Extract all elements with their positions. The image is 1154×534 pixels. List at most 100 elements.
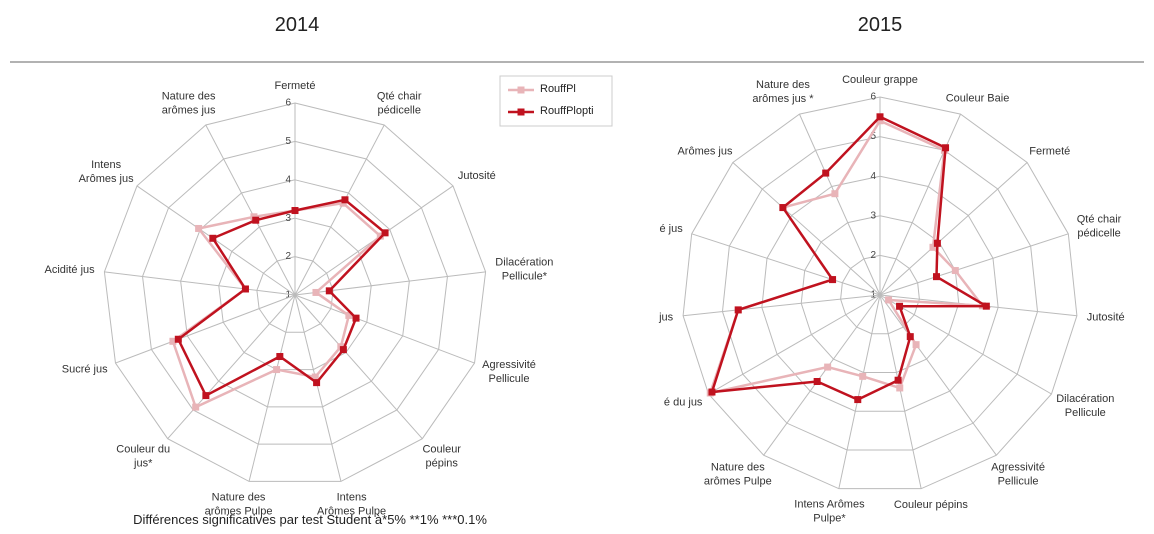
spoke: [691, 233, 881, 296]
grid-ring: [721, 136, 1039, 451]
r-tick-label: 1: [870, 290, 876, 301]
spoke: [294, 294, 475, 364]
marker: [291, 207, 299, 215]
r-tick-label: 1: [285, 290, 291, 301]
legend-label: RouffPlopti: [540, 105, 594, 117]
r-tick-label: 5: [870, 131, 876, 142]
spoke: [115, 294, 296, 364]
marker: [859, 372, 867, 380]
r-tick-label: 6: [285, 98, 291, 109]
axis-label: Intens Arômes Pulpe*: [794, 499, 865, 526]
r-tick-label: 2: [870, 250, 876, 261]
marker: [831, 190, 839, 198]
axis-label: Nature des arômes Pulpe: [204, 491, 273, 518]
spoke: [294, 294, 423, 440]
series-line: [708, 119, 986, 395]
grid-ring: [761, 175, 999, 412]
marker: [311, 373, 319, 381]
spoke: [879, 162, 1028, 296]
grid-ring: [800, 215, 960, 373]
axis-label: é du jus: [663, 396, 703, 409]
axis-label: Dilacération Pellicule: [1056, 393, 1115, 419]
series-line: [176, 198, 387, 398]
marker: [813, 378, 821, 386]
r-tick-label: 3: [870, 210, 876, 221]
legend-marker: [517, 108, 525, 116]
marker: [933, 239, 941, 247]
marker: [345, 311, 353, 319]
chart-title: 2015: [857, 14, 903, 36]
spoke: [879, 294, 997, 456]
spoke: [879, 294, 922, 489]
axis-label: Nature des arômes jus: [161, 90, 216, 117]
axis-label: Nature des arômes jus *: [752, 79, 814, 106]
axis-label: Qté chair pédicelle: [1076, 213, 1122, 240]
axis-label: Couleur grappe: [842, 74, 918, 86]
marker: [854, 396, 862, 404]
marker: [325, 287, 333, 295]
marker: [942, 144, 950, 152]
series-line: [710, 115, 991, 401]
spoke: [708, 294, 881, 395]
spoke: [248, 294, 296, 482]
axis-label: Couleur Baie: [945, 92, 1010, 105]
axis-label: Couleur du jus*: [116, 443, 171, 470]
grid-ring: [103, 102, 487, 482]
footnote: Différences significatives par test Stud…: [133, 512, 487, 527]
marker: [779, 204, 787, 212]
marker: [341, 196, 349, 204]
axis-label: Agressivité Pellicule: [991, 461, 1045, 488]
marker: [896, 384, 904, 392]
axis-label: Jutosité: [1086, 311, 1125, 324]
marker: [195, 224, 203, 232]
spoke: [879, 294, 1052, 395]
axis-label: Couleur pépins: [422, 443, 461, 470]
marker: [202, 392, 210, 400]
r-tick-label: 3: [285, 213, 291, 224]
axis-label: Arômes jus: [677, 145, 733, 158]
axis-label: Fermeté: [274, 80, 316, 92]
chart-title: 2014: [274, 14, 320, 36]
axis-label: Agressivité Pellicule: [482, 358, 536, 385]
marker: [313, 379, 321, 387]
spoke: [167, 294, 296, 440]
marker: [912, 341, 920, 349]
spoke: [879, 233, 1069, 296]
axis-label: Couleur pépins: [893, 499, 968, 512]
marker: [829, 276, 837, 284]
marker: [352, 314, 360, 322]
spoke: [799, 113, 881, 296]
spoke: [879, 113, 961, 296]
grid-ring: [840, 254, 920, 335]
axis-label: é jus: [659, 222, 683, 235]
marker: [932, 273, 940, 281]
grid-ring: [142, 140, 448, 445]
marker: [876, 117, 884, 125]
grid-ring: [682, 96, 1078, 490]
marker: [896, 302, 904, 310]
marker: [822, 169, 830, 177]
axis-label: Acidité jus: [44, 263, 95, 276]
marker: [339, 346, 347, 354]
marker: [381, 229, 389, 237]
grid-ring: [180, 179, 410, 408]
axis-label: Intens Arômes Pulpe: [317, 491, 387, 518]
r-tick-label: 6: [870, 92, 876, 103]
marker: [241, 285, 249, 293]
marker: [169, 337, 177, 345]
marker: [734, 306, 742, 314]
marker: [951, 267, 959, 275]
r-tick-label: 4: [870, 171, 876, 182]
r-tick-label: 4: [285, 174, 291, 185]
axis-label: Qté chair pédicelle: [376, 90, 422, 117]
axis-label: jus: [659, 311, 674, 324]
marker: [824, 363, 832, 371]
marker: [708, 388, 716, 396]
marker: [929, 243, 937, 251]
axis-label: Fermeté: [1029, 145, 1071, 158]
spoke: [205, 124, 296, 296]
marker: [876, 113, 884, 121]
spoke: [294, 124, 385, 296]
marker: [276, 353, 284, 361]
